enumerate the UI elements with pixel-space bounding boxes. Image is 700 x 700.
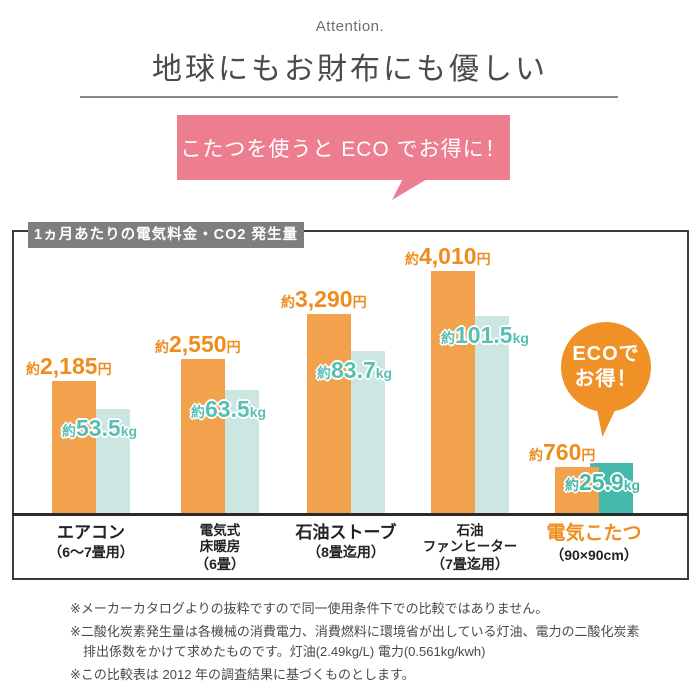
cost-value-label: 約2,550円	[155, 331, 241, 357]
eco-badge-line1: ECOで	[572, 343, 640, 365]
page-title: 地球にもお財布にも優しい	[152, 53, 548, 86]
cost-bar	[431, 271, 475, 513]
category-name: 石油ストーブ	[295, 523, 397, 542]
eco-speech-bubble: こたつを使うと ECO でお得に！	[177, 115, 510, 180]
category-name: 電気こたつ	[546, 523, 642, 544]
category-size: （90×90cm）	[550, 546, 638, 563]
category-label: 石油ストーブ （8畳迄用）	[276, 523, 416, 561]
co2-value-label: 約53.5kg	[62, 415, 138, 441]
chart-title-badge: 1ヵ月あたりの電気料金・CO2 発生量	[28, 222, 304, 248]
category-name: 石油 ファンヒーター	[422, 523, 518, 555]
footnote-1: ※メーカーカタログよりの抜粋ですので同一使用条件下での比較ではありません。	[70, 601, 549, 616]
cost-value-label: 約3,290円	[281, 286, 367, 312]
eco-odoku-badge: ECOで お得！	[561, 322, 651, 412]
footnote-2: ※二酸化炭素発生量は各機械の消費電力、消費燃料に環境省が出している灯油、電力の二…	[70, 624, 640, 660]
attention-eyebrow: Attention.	[315, 18, 385, 35]
footnote-3: ※この比較表は 2012 年の調査結果に基づくものとします。	[70, 667, 415, 683]
co2-value-label: 約101.5kg	[441, 322, 529, 348]
category-name: 電気式 床暖房	[199, 523, 241, 555]
title-divider	[80, 96, 618, 98]
category-label: 電気こたつ （90×90cm）	[524, 523, 664, 564]
cost-bar	[181, 359, 225, 513]
category-size: （8畳迄用）	[307, 544, 385, 561]
cost-value-label: 約4,010円	[405, 243, 491, 269]
category-label: 石油 ファンヒーター （7畳迄用）	[400, 523, 540, 573]
cost-value-label: 約2,185円	[26, 353, 112, 379]
cost-value-label: 約760円	[529, 439, 596, 465]
category-size: （7畳迄用）	[431, 556, 509, 573]
eco-speech-bubble-text: こたつを使うと ECO でお得に！	[180, 137, 507, 161]
category-size: （6畳）	[195, 556, 245, 573]
category-name: エアコン	[57, 523, 125, 542]
cost-bar	[52, 381, 96, 513]
eco-badge-line2: お得！	[574, 368, 638, 390]
category-label: 電気式 床暖房 （6畳）	[150, 523, 290, 573]
cost-bar	[555, 467, 599, 513]
footnotes: ※メーカーカタログよりの抜粋ですので同一使用条件下での比較ではありません。 ※二…	[70, 599, 642, 689]
chart-baseline-axis	[12, 513, 689, 516]
category-size: （6～7畳用）	[48, 544, 134, 561]
co2-value-label: 約83.7kg	[317, 357, 393, 383]
category-label: エアコン （6～7畳用）	[21, 523, 161, 561]
co2-value-label: 約25.9kg	[565, 469, 641, 495]
eco-speech-bubble-tail	[392, 178, 429, 200]
cost-bar	[307, 314, 351, 513]
co2-value-label: 約63.5kg	[191, 396, 267, 422]
